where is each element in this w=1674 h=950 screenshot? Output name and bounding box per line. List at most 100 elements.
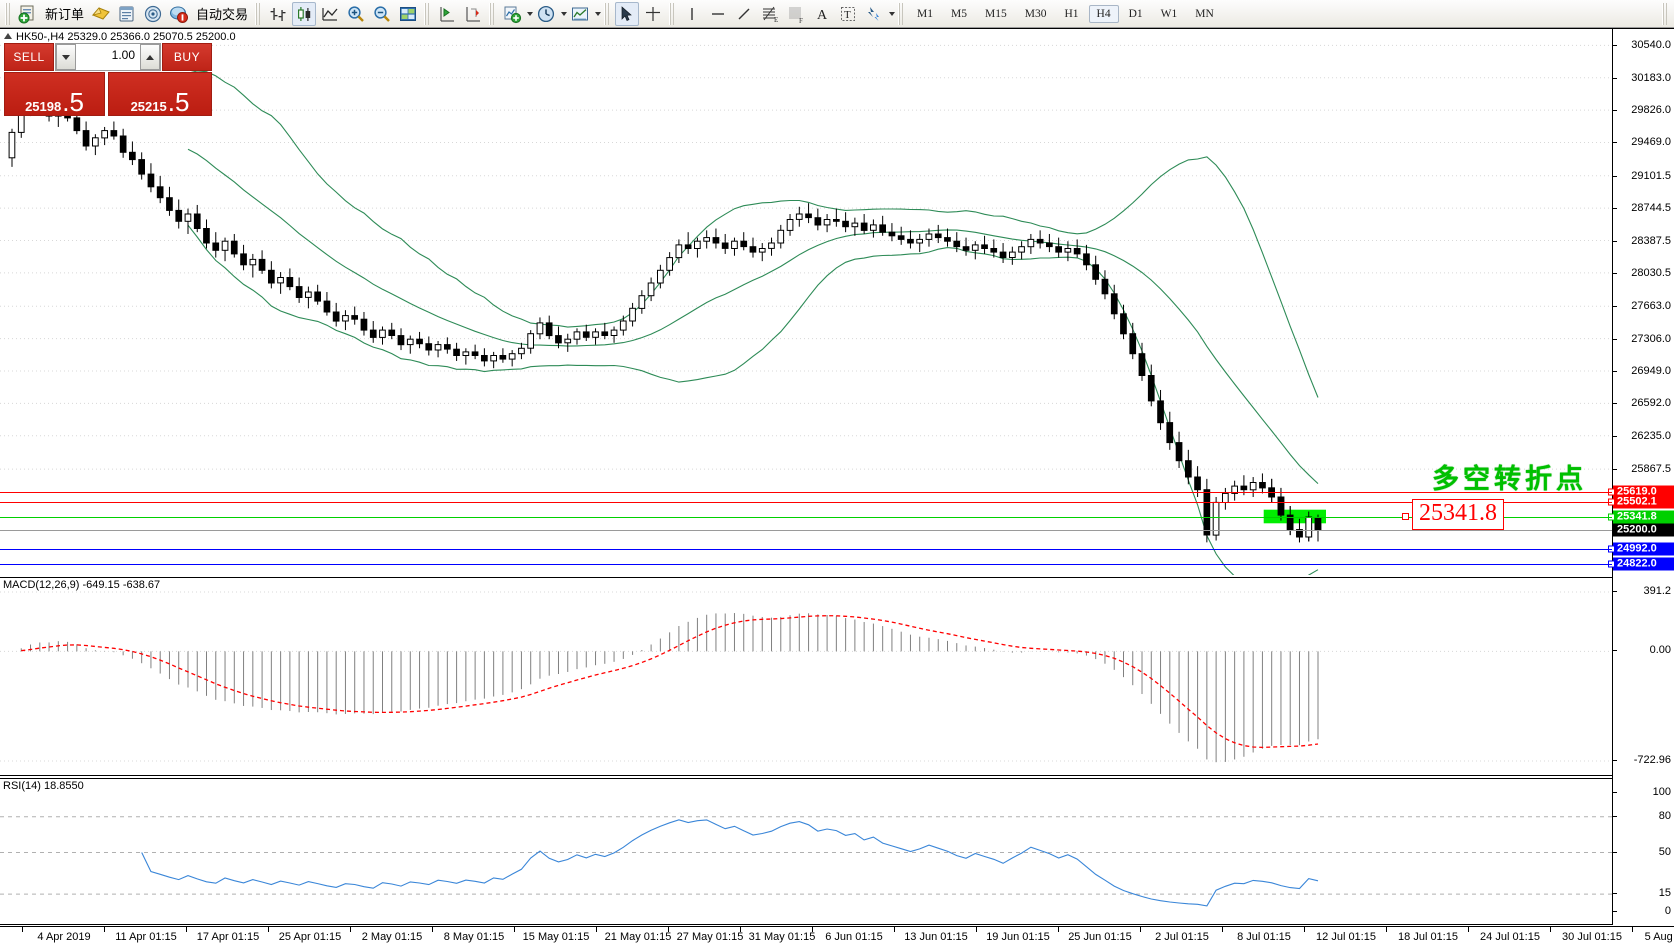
autotrading-icon[interactable] bbox=[167, 2, 191, 26]
time-axis-tick bbox=[1550, 927, 1551, 932]
navigator-icon[interactable] bbox=[141, 2, 165, 26]
volume-input[interactable]: 1.00 bbox=[55, 43, 161, 71]
fibonacci-icon[interactable]: E bbox=[758, 2, 782, 26]
autotrading-label[interactable]: 自动交易 bbox=[196, 7, 249, 22]
toolbar-grip-8[interactable] bbox=[1662, 2, 1669, 25]
templates-dropdown-icon[interactable] bbox=[595, 11, 602, 16]
price-tag-current[interactable]: 25200.0 bbox=[1613, 523, 1674, 537]
price-chart-pane[interactable] bbox=[0, 29, 1612, 575]
timeframe-h4[interactable]: H4 bbox=[1088, 4, 1119, 23]
timeframe-h1[interactable]: H1 bbox=[1064, 7, 1079, 20]
collapse-triangle-icon[interactable] bbox=[4, 33, 12, 39]
price-tag-support-2[interactable]: 24822.0 bbox=[1608, 557, 1674, 571]
buy-button[interactable]: BUY bbox=[162, 43, 212, 71]
data-window-icon[interactable] bbox=[115, 2, 139, 26]
sell-price-quote[interactable]: 25198 .5 bbox=[4, 72, 105, 116]
one-click-trading-panel: SELL 1.00 BUY 25198 .5 25215 .5 bbox=[4, 43, 212, 116]
price-scale[interactable]: 30540.0 30183.0 29826.0 29469.0 29101.5 28744… bbox=[1608, 29, 1674, 925]
price-line-support-1[interactable] bbox=[0, 548, 1612, 550]
horizontal-line-icon[interactable] bbox=[706, 2, 730, 26]
price-scale-label: 26592.0 bbox=[1631, 397, 1671, 410]
rsi-scale-tick bbox=[1613, 911, 1617, 912]
chart-area: HK50-,H4 25329.0 25366.0 25070.5 25200.0… bbox=[0, 28, 1674, 950]
textbox-icon[interactable]: T bbox=[836, 2, 860, 26]
toolbar-grip-3[interactable] bbox=[424, 2, 432, 25]
toolbar-grip-5[interactable] bbox=[604, 2, 612, 25]
volume-decrement-button[interactable] bbox=[56, 44, 76, 70]
cursor-icon[interactable] bbox=[615, 1, 640, 26]
price-line-pivot[interactable] bbox=[0, 516, 1612, 518]
timeframe-m30[interactable]: M30 bbox=[1024, 7, 1047, 20]
scale-tick bbox=[1613, 435, 1617, 437]
chart-annotation-text[interactable]: 多空转折点 bbox=[1432, 463, 1587, 495]
chart-window-icon[interactable] bbox=[396, 2, 420, 26]
price-tag-support-1[interactable]: 24992.0 bbox=[1608, 542, 1674, 556]
time-axis-label: 11 Apr 01:15 bbox=[115, 931, 177, 943]
new-order-label[interactable]: 新订单 bbox=[45, 7, 85, 22]
price-line-resistance-1[interactable] bbox=[0, 491, 1612, 493]
price-label-anchor[interactable] bbox=[1402, 512, 1409, 520]
time-axis-tick bbox=[350, 927, 351, 932]
scale-tick bbox=[1613, 142, 1617, 144]
expert-advisors-icon[interactable] bbox=[89, 2, 113, 26]
toolbar-grip[interactable] bbox=[5, 2, 12, 25]
shapes-dropdown-icon[interactable] bbox=[889, 11, 896, 16]
crosshair-icon[interactable] bbox=[641, 2, 665, 26]
volume-value[interactable]: 1.00 bbox=[76, 44, 140, 70]
new-order-icon[interactable] bbox=[16, 2, 40, 26]
price-tag-pivot[interactable]: 25341.8 bbox=[1608, 510, 1674, 524]
volume-increment-button[interactable] bbox=[140, 44, 160, 70]
timeframe-mn[interactable]: MN bbox=[1195, 7, 1214, 20]
timeframe-w1[interactable]: W1 bbox=[1160, 7, 1178, 20]
indicators-dropdown-icon[interactable] bbox=[527, 11, 534, 16]
rsi-pane[interactable]: RSI(14) 18.8550 bbox=[0, 778, 1612, 925]
time-axis[interactable]: 4 Apr 2019 11 Apr 01:15 17 Apr 01:15 25 Apr… bbox=[0, 926, 1674, 950]
price-line-support-2[interactable] bbox=[0, 563, 1612, 565]
rsi-title: RSI(14) 18.8550 bbox=[3, 780, 84, 792]
candlestick-chart-icon[interactable] bbox=[292, 1, 317, 26]
indicators-icon[interactable] bbox=[500, 2, 524, 26]
time-axis-tick bbox=[1304, 927, 1305, 932]
channel-icon[interactable]: F bbox=[784, 2, 808, 26]
time-axis-tick bbox=[1058, 927, 1059, 932]
bar-chart-icon[interactable] bbox=[266, 2, 290, 26]
toolbar-grip-7[interactable] bbox=[898, 2, 906, 25]
price-tag-resistance-2[interactable]: 25502.1 bbox=[1608, 495, 1674, 509]
timeframe-m5[interactable]: M5 bbox=[951, 7, 967, 20]
line-chart-icon[interactable] bbox=[318, 2, 342, 26]
zoom-out-icon[interactable] bbox=[370, 2, 394, 26]
macd-chart-svg bbox=[0, 591, 1612, 763]
macd-scale-tick bbox=[1613, 760, 1617, 761]
time-axis-tick bbox=[514, 927, 515, 932]
price-scale-label: 29101.5 bbox=[1631, 169, 1671, 182]
toolbar-grip-2[interactable] bbox=[255, 2, 263, 25]
price-line-resistance-2[interactable] bbox=[0, 502, 1612, 504]
text-icon[interactable]: A bbox=[810, 2, 834, 26]
price-line-current[interactable] bbox=[0, 529, 1612, 531]
time-axis-label: 8 May 01:15 bbox=[443, 931, 505, 943]
templates-icon[interactable] bbox=[568, 2, 592, 26]
timeframe-d1[interactable]: D1 bbox=[1128, 7, 1143, 20]
svg-text:E: E bbox=[774, 16, 778, 24]
auto-scroll-icon[interactable] bbox=[435, 2, 459, 26]
sell-price-integer: 25198 bbox=[25, 99, 62, 114]
time-axis-label: 19 Jun 01:15 bbox=[986, 931, 1050, 943]
period-dropdown-icon[interactable] bbox=[561, 11, 568, 16]
pivot-price-label[interactable]: 25341.8 bbox=[1412, 498, 1504, 530]
toolbar-grip-4[interactable] bbox=[489, 2, 497, 25]
chart-shift-icon[interactable] bbox=[461, 2, 485, 26]
vertical-line-icon[interactable] bbox=[680, 2, 704, 26]
scale-tick bbox=[1613, 403, 1617, 405]
macd-pane[interactable]: MACD(12,26,9) -649.15 -638.67 bbox=[0, 577, 1612, 776]
period-icon[interactable] bbox=[534, 2, 558, 26]
toolbar-grip-6[interactable] bbox=[669, 2, 677, 25]
zoom-in-icon[interactable] bbox=[344, 2, 368, 26]
macd-scale-label: 391.2 bbox=[1643, 585, 1671, 597]
time-axis-label: 18 Jul 01:15 bbox=[1398, 931, 1458, 943]
trendline-icon[interactable] bbox=[732, 2, 756, 26]
buy-price-quote[interactable]: 25215 .5 bbox=[108, 72, 212, 116]
shapes-icon[interactable] bbox=[862, 2, 886, 26]
timeframe-m1[interactable]: M1 bbox=[917, 7, 934, 20]
timeframe-m15[interactable]: M15 bbox=[985, 7, 1007, 20]
sell-button[interactable]: SELL bbox=[4, 43, 54, 71]
